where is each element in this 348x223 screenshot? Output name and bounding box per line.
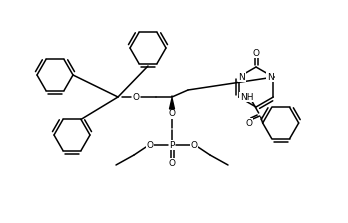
Text: O: O: [168, 109, 175, 118]
Text: P: P: [169, 140, 175, 149]
Polygon shape: [169, 98, 174, 109]
Text: O: O: [253, 48, 260, 58]
Text: NH: NH: [240, 93, 253, 101]
Text: O: O: [133, 93, 140, 101]
Text: N: N: [267, 72, 274, 81]
Text: O: O: [190, 140, 198, 149]
Text: O: O: [147, 140, 153, 149]
Text: O: O: [168, 159, 175, 167]
Text: N: N: [238, 72, 245, 81]
Text: O: O: [245, 118, 252, 128]
